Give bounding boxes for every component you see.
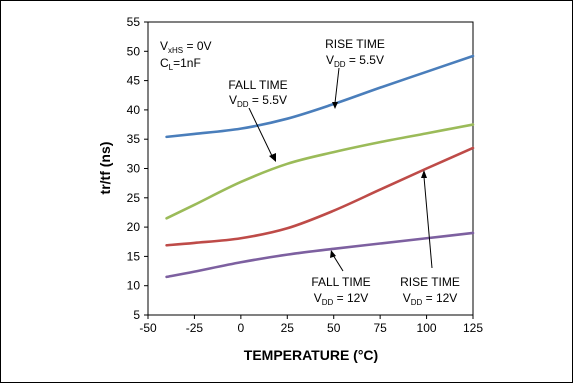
label-rise-12v-line1: RISE TIME [400, 275, 460, 289]
leader-rise-12v [423, 176, 433, 269]
label-rise-12v-line2: VDD = 12V [403, 291, 458, 307]
conditions-line-1: VxHS = 0V [160, 39, 212, 55]
y-tick-label: 45 [127, 74, 141, 88]
label-fall-12v-line1: FALL TIME [311, 275, 370, 289]
series-layer [165, 54, 475, 279]
x-tick-label: 50 [327, 321, 341, 335]
y-tick-label: 55 [127, 15, 141, 29]
leader-rise-5v5-arrow [332, 102, 338, 109]
leader-fall-5v5 [248, 107, 274, 159]
label-box-fall-5v5 [219, 75, 297, 108]
leader-fall-12v-arrow [330, 250, 336, 258]
label-rise-5v5-line2: VDD = 5.5V [326, 53, 384, 69]
x-axis-title: TEMPERATURE (°C) [244, 347, 378, 363]
y-tick-label: 50 [127, 44, 141, 58]
y-tick-label: 25 [127, 191, 141, 205]
label-box-rise-5v5 [316, 35, 394, 68]
series-fall-time-5v5 [165, 123, 475, 220]
x-tick-label: 25 [281, 321, 295, 335]
x-tick-label: 125 [463, 321, 483, 335]
leader-fall-5v5-arrow [269, 153, 276, 162]
series-fall-time-12v [165, 231, 475, 279]
y-tick-label: 40 [127, 103, 141, 117]
conditions-box [155, 34, 247, 74]
label-fall-5v5-line2: VDD = 5.5V [229, 93, 287, 109]
series-rise-time-12v [165, 146, 475, 247]
y-tick-label: 35 [127, 132, 141, 146]
x-tick-label: 100 [417, 321, 437, 335]
y-tick-label: 30 [127, 162, 141, 176]
x-tick-label: -50 [139, 321, 157, 335]
x-tick-label: 75 [373, 321, 387, 335]
x-tick-label: 0 [238, 321, 245, 335]
x-tick-label: -25 [186, 321, 204, 335]
label-box-fall-12v [301, 272, 381, 306]
tick-layer: -50 -25 0 25 50 75 100 125 5 10 15 20 25 30 35 40 45 50 55 [127, 15, 484, 335]
leader-fall-12v [332, 254, 344, 272]
leader-rise-12v-arrow [421, 170, 427, 178]
y-tick-label: 15 [127, 249, 141, 263]
y-tick-label: 5 [133, 308, 140, 322]
leader-rise-5v5 [334, 67, 340, 104]
label-box-rise-12v [390, 272, 470, 306]
label-fall-12v-line2: VDD = 12V [314, 291, 369, 307]
y-tick-label: 10 [127, 279, 141, 293]
y-tick-label: 20 [127, 220, 141, 234]
label-rise-5v5-line1: RISE TIME [325, 37, 385, 51]
label-fall-5v5-line1: FALL TIME [228, 78, 287, 92]
y-axis-title: tr/tf (ns) [97, 142, 113, 195]
conditions-line-2: CL=1nF [160, 56, 201, 72]
series-rise-time-5v5 [165, 54, 475, 139]
